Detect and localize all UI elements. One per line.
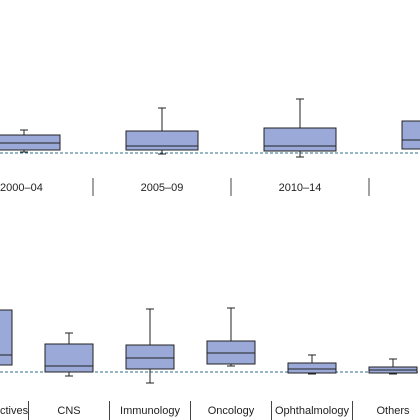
x-tick-label: 2000–04 <box>0 182 43 194</box>
box <box>401 120 420 150</box>
x-tick-label: CNS <box>57 405 80 417</box>
box <box>0 309 13 366</box>
x-tick-label: 2005–09 <box>141 182 184 194</box>
x-tick-label: Oncology <box>208 405 255 417</box>
box <box>287 362 337 374</box>
box <box>263 127 337 152</box>
x-tick-label: Others <box>376 405 410 417</box>
x-tick-label: Immunology <box>120 405 180 417</box>
box <box>125 130 199 151</box>
x-tick-label: ctives <box>0 405 29 417</box>
x-tick-label: Ophthalmology <box>275 405 349 417</box>
box <box>125 344 175 370</box>
x-tick-label: 2010–14 <box>279 182 322 194</box>
box <box>44 343 94 373</box>
